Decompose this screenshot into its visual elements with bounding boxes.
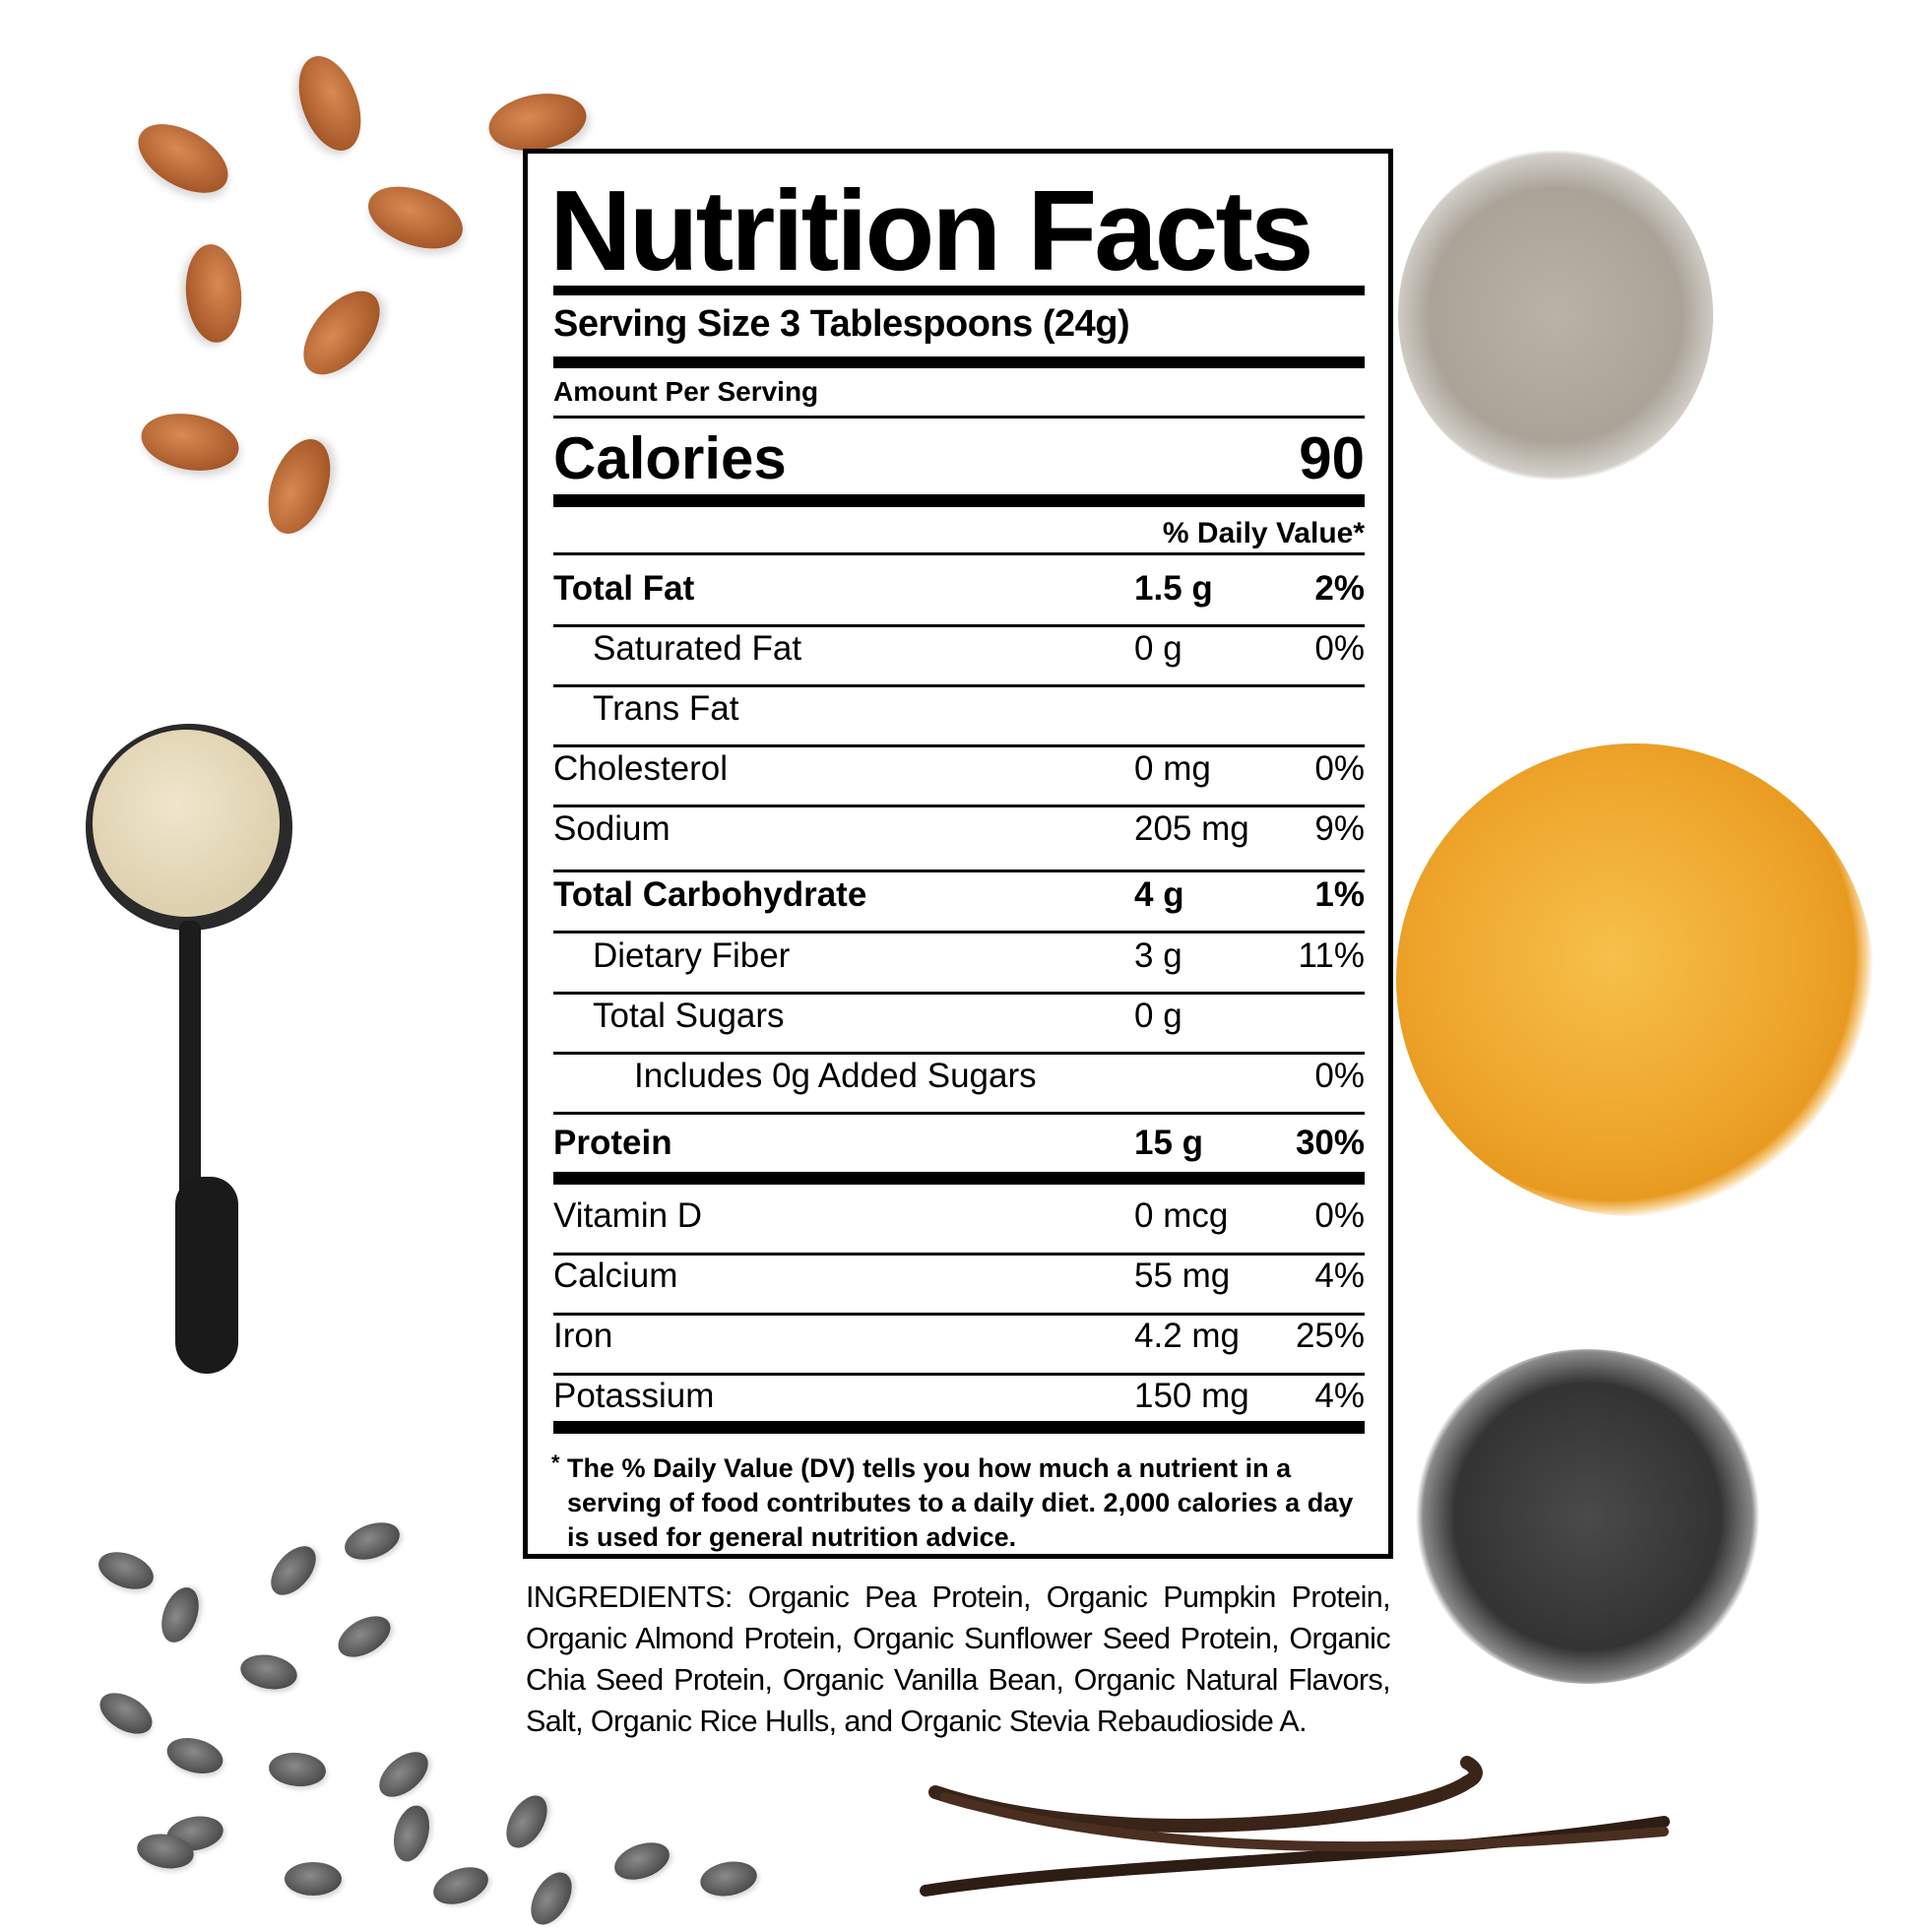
nutrient-amount: 4.2 mg [1134,1317,1240,1355]
nutrient-daily-value: 0% [1314,1196,1365,1235]
nutrient-amount: 0 g [1134,629,1182,668]
nutrient-label: Cholesterol [553,749,729,788]
divider [553,1172,1365,1185]
nutrient-amount: 3 g [1134,936,1182,975]
nutrient-label: Protein [553,1124,672,1162]
footnote-text: The % Daily Value (DV) tells you how muc… [567,1453,1354,1552]
nutrient-amount: 4 g [1134,875,1184,914]
nutrient-label: Calcium [553,1256,678,1295]
vanilla-beans-decoration [920,1756,1670,1897]
almond [483,86,592,159]
nutrient-daily-value: 0% [1314,749,1365,788]
divider [553,624,1365,627]
almond [288,277,395,389]
nutrient-label: Trans Fat [593,689,739,728]
divider [553,992,1365,995]
label-title: Nutrition Facts [549,166,1313,294]
divider [553,869,1365,872]
pumpkin-seed [370,1743,437,1806]
pumpkin-seed [522,1865,581,1932]
calories-label: Calories [553,425,787,491]
nutrient-label: Saturated Fat [593,629,802,668]
divider [553,356,1365,368]
divider [553,931,1365,934]
protein-powder-scoop [81,724,302,1384]
nutrient-daily-value: 4% [1314,1377,1365,1415]
divider [553,416,1365,419]
pumpkin-seed [237,1650,300,1694]
nutrient-amount: 55 mg [1134,1256,1231,1295]
nutrient-daily-value: 25% [1295,1317,1365,1355]
almond [287,47,373,160]
pumpkin-seed [497,1788,556,1855]
nutrient-daily-value: 2% [1314,569,1365,608]
nutrient-daily-value: 9% [1314,809,1365,848]
nutrient-amount: 1.5 g [1134,569,1213,608]
footnote-mark: * [551,1450,560,1475]
divider [553,1253,1365,1256]
nutrient-label: Vitamin D [553,1196,703,1235]
nutrient-daily-value: 4% [1314,1256,1365,1295]
divider [553,684,1365,687]
chia-seeds-pile [1413,1349,1762,1684]
pumpkin-seed [155,1581,206,1648]
pumpkin-seed [697,1857,760,1900]
pumpkin-seed [339,1515,406,1567]
nutrient-amount: 15 g [1134,1124,1204,1162]
nutrient-label: Includes 0g Added Sugars [634,1057,1037,1095]
pumpkin-seed [162,1732,227,1779]
almond [136,406,244,479]
nutrient-daily-value: 11% [1298,936,1365,975]
pumpkin-seed [262,1537,325,1604]
calories-value: 90 [1299,425,1365,491]
daily-value-header: % Daily Value* [1162,517,1365,549]
nutrient-amount: 150 mg [1134,1377,1249,1415]
divider [553,744,1365,747]
pumpkin-seed [93,1545,160,1596]
nutrient-daily-value: 1% [1314,875,1365,914]
nutrient-daily-value: 0% [1314,629,1365,668]
divider [553,286,1365,295]
divider [553,1421,1365,1434]
almond [359,174,472,261]
footnote: * The % Daily Value (DV) tells you how m… [551,1450,1365,1555]
nutrient-label: Iron [553,1317,613,1355]
pumpkin-seed [427,1860,494,1911]
ingredients-list: INGREDIENTS: Organic Pea Protein, Organi… [526,1580,1391,1738]
serving-size: Serving Size 3 Tablespoons (24g) [553,303,1130,345]
pumpkin-seed [267,1750,328,1789]
nutrient-daily-value: 0% [1314,1057,1365,1095]
nutrient-label: Total Carbohydrate [553,875,867,914]
divider [553,494,1365,507]
sunflower-seeds-pile [1398,148,1713,483]
nutrient-label: Dietary Fiber [593,936,791,975]
nutrition-facts-label: Nutrition Facts Serving Size 3 Tablespoo… [523,149,1393,1559]
divider [553,1052,1365,1055]
divider [553,1112,1365,1115]
nutrient-label: Sodium [553,809,671,848]
pumpkin-seed [331,1607,398,1666]
divider [553,805,1365,807]
yellow-split-peas-pile [1396,743,1874,1216]
divider [553,552,1365,555]
nutrient-amount: 0 g [1134,997,1182,1035]
amount-per-serving: Amount Per Serving [553,376,819,407]
almond [126,109,240,208]
nutrient-amount: 0 mg [1134,749,1211,788]
nutrient-label: Potassium [553,1377,715,1415]
nutrient-label: Total Sugars [593,997,785,1035]
nutrient-daily-value: 30% [1295,1124,1365,1162]
pumpkin-seed [93,1684,160,1743]
divider [553,1373,1365,1376]
nutrient-amount: 205 mg [1134,809,1249,848]
nutrient-label: Total Fat [553,569,695,608]
divider [553,1313,1365,1316]
almond [181,241,246,346]
nutrient-amount: 0 mcg [1134,1196,1229,1235]
pumpkin-seed [285,1862,342,1896]
pumpkin-seed [388,1801,435,1866]
pumpkin-seed [608,1835,675,1887]
almond [256,430,343,543]
